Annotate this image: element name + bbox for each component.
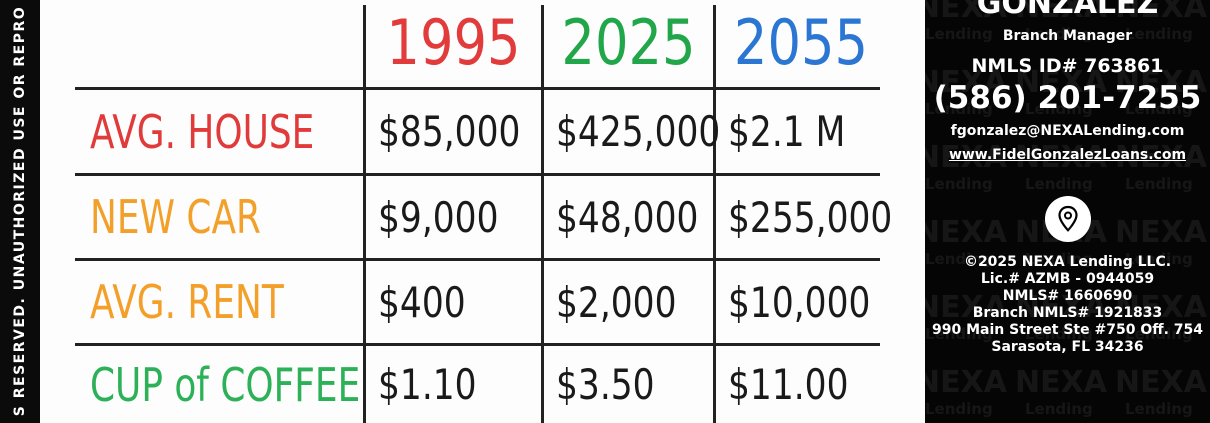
agent-email[interactable]: fgonzalez@NEXALending.com — [950, 123, 1185, 139]
rule — [713, 5, 716, 423]
legal-line: Lic.# AZMB - 0944059 — [980, 271, 1155, 287]
rule — [75, 343, 880, 346]
price-cell: $10,000 — [728, 277, 871, 327]
year-header: 2055 — [733, 5, 869, 79]
rule — [363, 5, 366, 423]
watermark: Lending — [1025, 100, 1093, 118]
price-cell: $9,000 — [378, 192, 499, 242]
watermark: NEXA — [1015, 290, 1107, 325]
price-cell: $11.00 — [728, 360, 849, 409]
side-strip: S RESERVED. UNAUTHORIZED USE OR REPRO — [0, 0, 40, 423]
contact-panel: GONZALEZ Branch Manager NMLS ID# 763861 … — [925, 0, 1210, 423]
price-cell: $48,000 — [556, 192, 699, 242]
agent-website[interactable]: www.FidelGonzalezLoans.com — [948, 147, 1187, 163]
watermark: NEXA — [925, 65, 1007, 100]
legal-line: 990 Main Street Ste #750 Off. 754 — [932, 322, 1203, 338]
watermark: NEXA — [1115, 215, 1207, 250]
watermark: Lending — [1125, 400, 1193, 418]
price-cell: $3.50 — [556, 360, 655, 409]
price-cell: $85,000 — [378, 107, 521, 156]
price-cell: $255,000 — [728, 192, 893, 242]
price-cell: $2.1 M — [728, 107, 846, 156]
price-cell: $1.10 — [378, 360, 477, 409]
row-label: CUP of COFFEE — [90, 357, 361, 412]
legal-line: ©2025 NEXA Lending LLC. — [963, 254, 1172, 270]
row-label: AVG. HOUSE — [90, 104, 315, 159]
watermark: NEXA — [925, 290, 1007, 325]
watermark: Lending — [1025, 250, 1093, 268]
rule — [75, 258, 880, 261]
rule — [541, 5, 544, 423]
watermark: Lending — [925, 25, 993, 43]
watermark: NEXA — [1115, 65, 1207, 100]
price-table: 1995 2025 2055 AVG. HOUSE $85,000 $425,000 $2.… — [40, 0, 925, 423]
watermark: Lending — [925, 175, 993, 193]
strip-text: S RESERVED. UNAUTHORIZED USE OR REPRO — [12, 5, 28, 417]
legal-line: Branch NMLS# 1921833 — [972, 305, 1163, 321]
watermark: NEXA — [1115, 140, 1207, 175]
watermark: Lending — [1125, 25, 1193, 43]
rule — [75, 87, 880, 90]
rule — [75, 173, 880, 176]
watermark: Lending — [925, 100, 993, 118]
watermark: NEXA — [925, 365, 1007, 400]
row-label: NEW CAR — [90, 190, 261, 244]
watermark: NEXA — [1015, 215, 1107, 250]
watermark: NEXA — [925, 0, 1007, 25]
agent-nmls: NMLS ID# 763861 — [971, 55, 1164, 77]
watermark: NEXA — [1115, 365, 1207, 400]
watermark: Lending — [1025, 400, 1093, 418]
price-cell: $425,000 — [556, 107, 721, 156]
watermark: Lending — [1125, 100, 1193, 118]
legal-line: Sarasota, FL 34236 — [991, 339, 1144, 355]
watermark: Lending — [1125, 250, 1193, 268]
watermark: NEXA — [925, 140, 1007, 175]
watermark: Lending — [1125, 175, 1193, 193]
watermark: Lending — [925, 400, 993, 418]
legal-line: NMLS# 1660690 — [1002, 288, 1133, 304]
agent-role: Branch Manager — [1002, 28, 1133, 44]
watermark: Lending — [1025, 325, 1093, 343]
price-cell: $2,000 — [556, 277, 677, 327]
watermark: Lending — [925, 250, 993, 268]
year-header: 2025 — [561, 5, 696, 79]
watermark: NEXA — [1015, 140, 1107, 175]
watermark: NEXA — [1015, 0, 1107, 25]
watermark: Lending — [925, 325, 993, 343]
row-label: AVG. RENT — [90, 275, 284, 329]
watermark: NEXA — [1015, 365, 1107, 400]
watermark: NEXA — [1015, 65, 1107, 100]
agent-phone: (586) 201-7255 — [933, 80, 1202, 116]
watermark: Lending — [1025, 25, 1093, 43]
watermark: NEXA — [1115, 0, 1207, 25]
watermark: NEXA — [1115, 290, 1207, 325]
agent-name: GONZALEZ — [976, 0, 1159, 21]
location-icon — [1045, 196, 1091, 242]
watermark: Lending — [1125, 325, 1193, 343]
price-cell: $400 — [378, 277, 466, 327]
watermark: NEXA — [925, 215, 1007, 250]
year-header: 1995 — [386, 5, 521, 79]
watermark: Lending — [1025, 175, 1093, 193]
